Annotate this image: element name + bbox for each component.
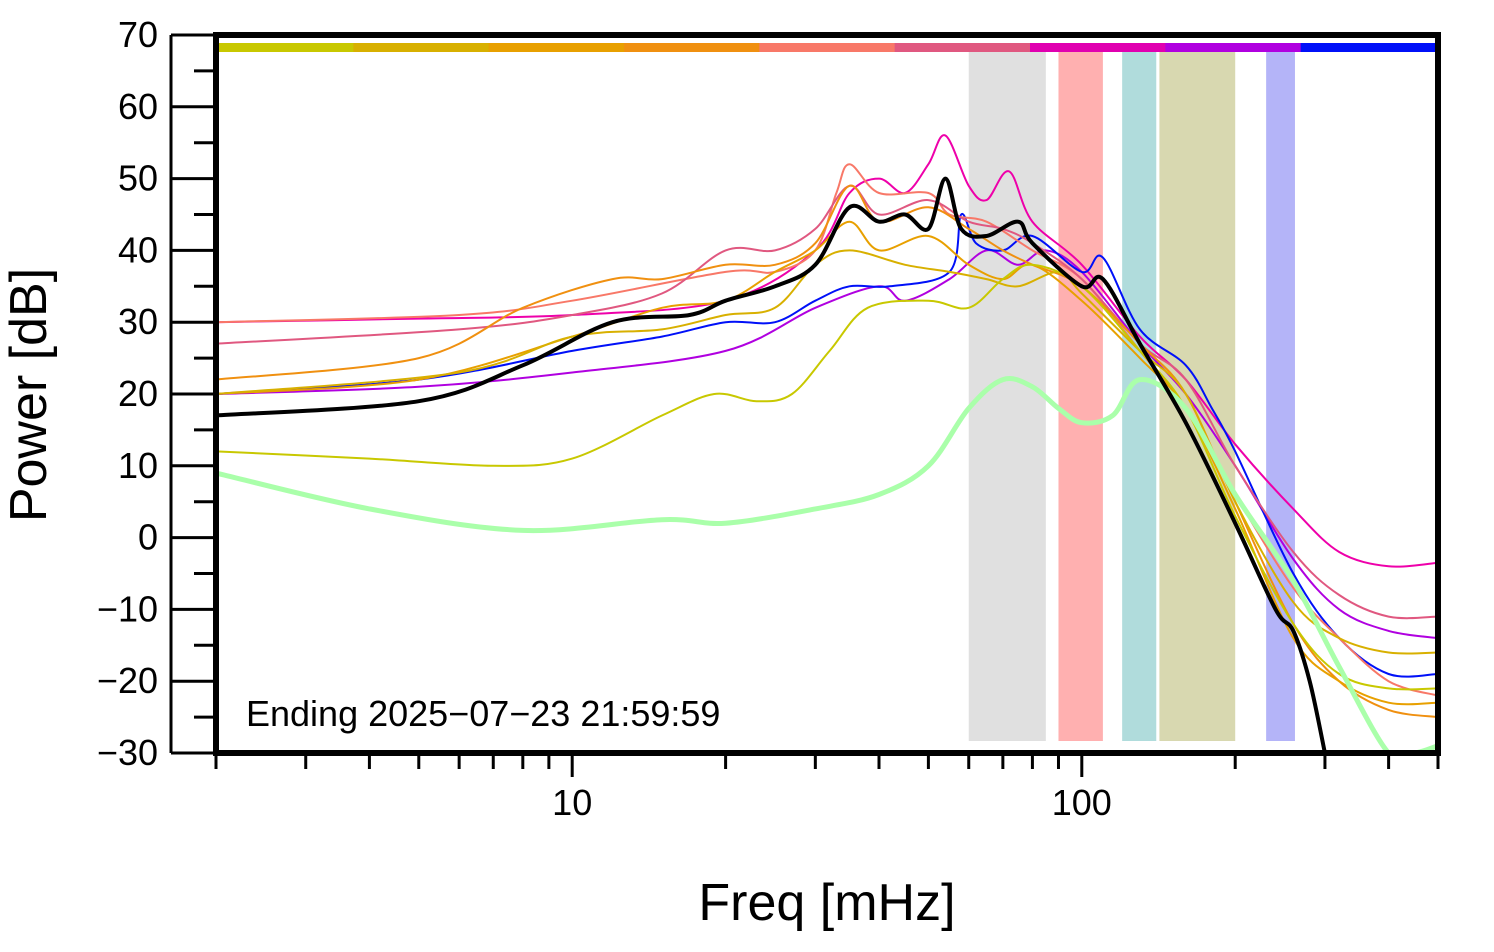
y-tick-label: −20: [97, 660, 158, 701]
ending-annotation: Ending 2025−07−23 21:59:59: [246, 693, 720, 734]
band-2: [1122, 52, 1157, 741]
y-tick-label: 60: [118, 86, 158, 127]
plot-frame: [213, 32, 1441, 756]
band-1: [1058, 52, 1103, 741]
series-line-8: [216, 263, 1438, 691]
series-line-7: [216, 249, 1438, 655]
y-tick-label: 50: [118, 158, 158, 199]
series-line-5: [216, 184, 1438, 719]
y-tick-label: 0: [138, 517, 158, 558]
x-tick-label: 10: [552, 782, 592, 823]
y-tick-label: 10: [118, 445, 158, 486]
strip-segment-3: [624, 43, 760, 52]
y-axis-title: Power [dB]: [0, 268, 58, 522]
band-4: [1266, 52, 1295, 741]
strip-segment-6: [1030, 43, 1166, 52]
series-lines: [216, 134, 1438, 753]
y-tick-label: 70: [118, 14, 158, 55]
x-tick-label: 100: [1052, 782, 1112, 823]
y-tick-label: 30: [118, 301, 158, 342]
y-tick-label: −30: [97, 732, 158, 773]
series-line-2: [216, 213, 1438, 678]
series-line-9: [216, 376, 1438, 753]
series-line-10: [216, 176, 1327, 753]
y-axis: −30 −20 −10 0 10 20 30 40 50 60 70: [97, 14, 216, 773]
series-line-1: [216, 249, 1438, 640]
series-line-0: [216, 134, 1438, 568]
strip-segment-1: [353, 43, 490, 52]
y-tick-label: 20: [118, 373, 158, 414]
color-strip: [218, 43, 1437, 52]
strip-segment-7: [1165, 43, 1302, 52]
strip-segment-0: [218, 43, 354, 52]
x-axis: 10 100: [214, 753, 1440, 823]
strip-segment-5: [894, 43, 1031, 52]
x-axis-title: Freq [mHz]: [698, 874, 955, 932]
frequency-bands: [968, 52, 1295, 741]
strip-segment-8: [1300, 43, 1437, 52]
y-tick-label: 40: [118, 229, 158, 270]
series-line-3: [216, 163, 1438, 697]
strip-segment-4: [759, 43, 896, 52]
strip-segment-2: [488, 43, 625, 52]
y-tick-label: −10: [97, 588, 158, 629]
